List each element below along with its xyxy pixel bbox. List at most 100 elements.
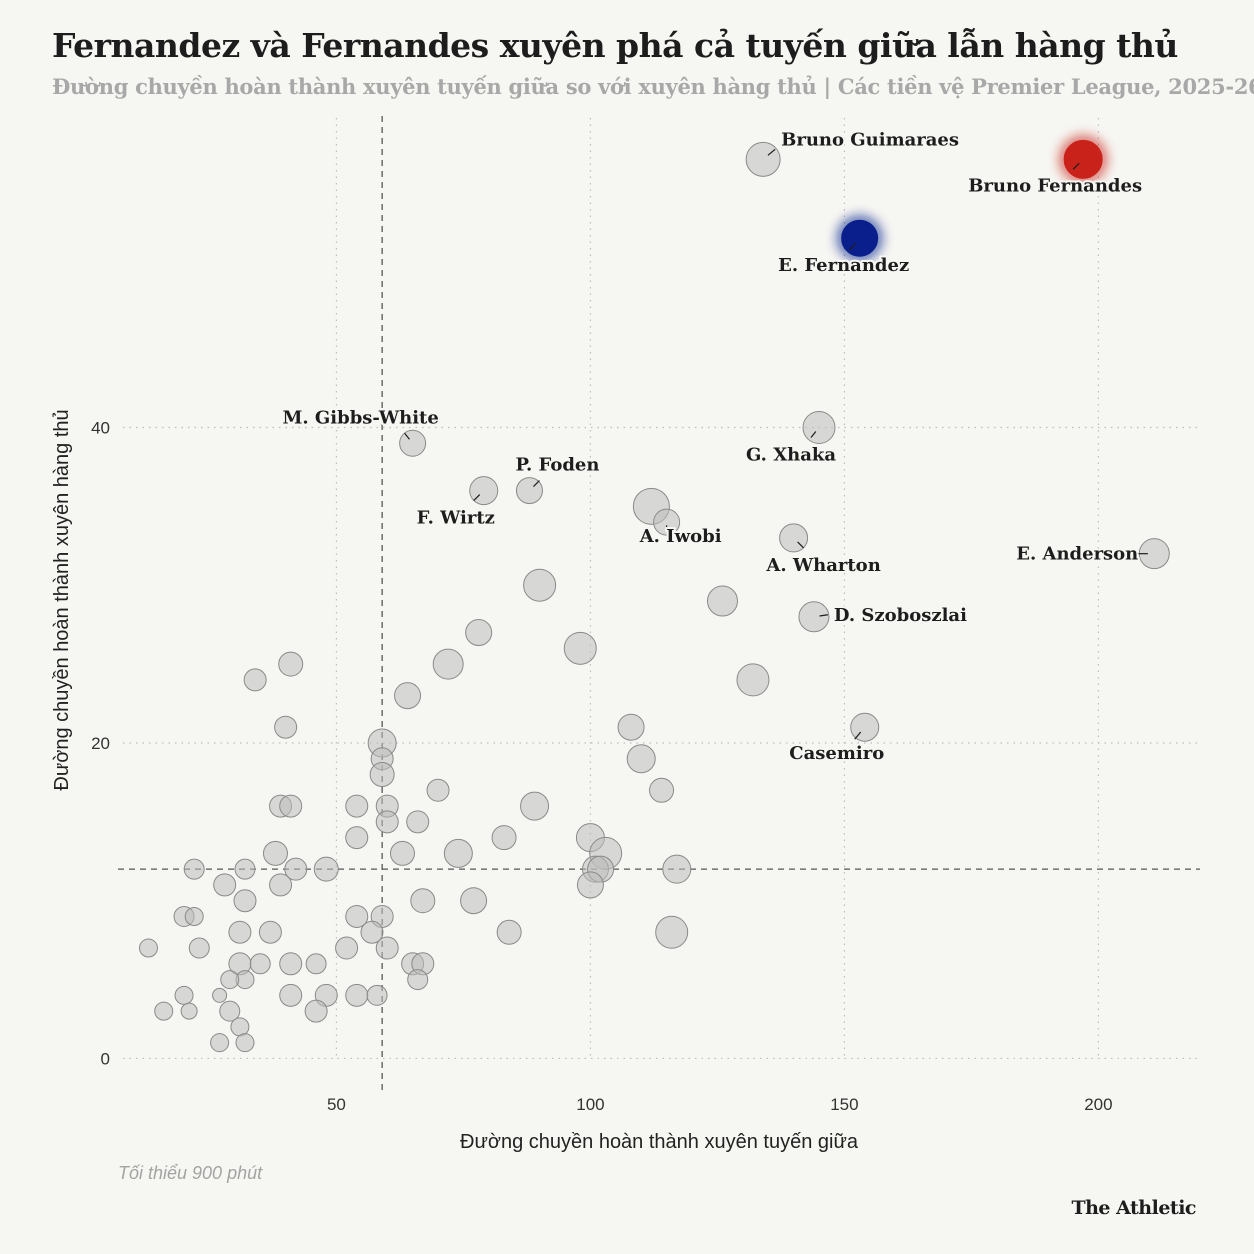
scatter-point: [576, 871, 604, 899]
point-label: E. Anderson: [1016, 544, 1138, 565]
scatter-point: [210, 1033, 230, 1053]
scatter-point: [410, 888, 436, 914]
y-axis-label: Đường chuyền hoàn thành xuyên hàng thủ: [51, 409, 73, 790]
labeled-point: [802, 410, 836, 444]
scatter-point: [304, 999, 328, 1023]
x-tick-label: 50: [327, 1095, 346, 1114]
x-tick-label: 100: [576, 1095, 604, 1114]
x-tick-label: 200: [1084, 1095, 1112, 1114]
scatter-point: [394, 682, 422, 710]
scatter-point: [279, 952, 303, 976]
label-leader: [810, 431, 817, 438]
scatter-point: [219, 1000, 241, 1022]
scatter-point: [274, 715, 298, 739]
scatter-point: [655, 915, 689, 949]
scatter-point: [345, 794, 369, 818]
scatter-point: [491, 825, 517, 851]
scatter-point: [228, 920, 252, 944]
scatter-point: [662, 854, 692, 884]
point-labels: Bruno Guimaraes Bruno Fernandes E. Fernand…: [280, 127, 1144, 766]
scatter-point: [649, 777, 675, 803]
point-label: G. Xhaka: [746, 444, 836, 465]
data-points: [138, 134, 1170, 1053]
scatter-point: [335, 936, 359, 960]
scatter-point: [626, 744, 656, 774]
scatter-point: [706, 585, 738, 617]
highlight-point: [841, 219, 879, 257]
label-leader: [767, 148, 776, 156]
chart-subtitle: Đường chuyền hoàn thành xuyên tuyến giữa…: [52, 74, 1254, 99]
scatter-point: [184, 906, 204, 926]
label-leader: [797, 541, 805, 549]
scatter-point: [426, 778, 450, 802]
scatter-point: [407, 969, 429, 991]
scatter-point: [617, 713, 645, 741]
label-leader: [854, 731, 862, 740]
scatter-point: [375, 936, 399, 960]
scatter-point: [262, 840, 288, 866]
scatter-point: [278, 651, 304, 677]
scatter-point: [313, 856, 339, 882]
scatter-point: [360, 920, 384, 944]
reference-lines: [118, 116, 1200, 1090]
scatter-point: [174, 985, 194, 1005]
scatter-point: [279, 983, 303, 1007]
scatter-point: [269, 873, 293, 897]
scatter-point: [496, 919, 522, 945]
scatter-point: [235, 1033, 255, 1053]
scatter-point: [220, 970, 240, 990]
scatter-point: [345, 826, 369, 850]
labeled-point: [798, 601, 830, 633]
scatter-point: [243, 668, 267, 692]
point-label: E. Fernandez: [778, 255, 909, 276]
labeled-point: [745, 141, 781, 177]
scatter-point: [345, 983, 369, 1007]
highlight-point: [1063, 139, 1103, 179]
scatter-point: [460, 887, 488, 915]
point-label: D. Szoboszlai: [834, 605, 967, 626]
scatter-point: [375, 810, 399, 834]
labeled-point: [653, 508, 681, 536]
scatter-point: [345, 904, 369, 928]
scatter-point: [183, 858, 205, 880]
labeled-point: [399, 429, 427, 457]
labeled-point: [850, 712, 880, 742]
scatter-point: [213, 873, 237, 897]
scatter-point: [279, 794, 303, 818]
footnote: Tối thiểu 900 phút: [118, 1163, 263, 1183]
label-leader: [473, 494, 481, 502]
scatter-point: [138, 938, 158, 958]
scatter-point: [233, 889, 257, 913]
scatter-point: [523, 568, 557, 602]
x-tick-label: 150: [830, 1095, 858, 1114]
brand-logo-text: The Athletic: [1071, 1197, 1196, 1219]
label-leader: [849, 242, 857, 251]
point-label: A. Iwobi: [639, 526, 722, 547]
scatter-point: [432, 648, 464, 680]
axis-ticks: 50 100 150 200 0 20 40: [91, 418, 1113, 1114]
point-label: Bruno Guimaraes: [781, 129, 959, 150]
label-leader: [533, 480, 540, 488]
label-leader: [404, 432, 410, 440]
scatter-point: [443, 838, 473, 868]
scatter-point: [465, 619, 493, 647]
label-leaders: [404, 148, 1148, 740]
x-axis-label: Đường chuyền hoàn thành xuyên tuyến giữa: [460, 1131, 859, 1153]
point-label: Casemiro: [789, 743, 884, 764]
y-tick-label: 20: [91, 734, 110, 753]
label-leader: [1072, 162, 1080, 170]
scatter-point: [212, 987, 228, 1003]
point-label: Bruno Fernandes: [968, 175, 1142, 196]
scatter-point: [154, 1001, 174, 1021]
y-tick-label: 40: [91, 418, 110, 437]
scatter-point: [249, 953, 271, 975]
scatter-point: [389, 840, 415, 866]
scatter-point: [369, 762, 395, 788]
chart-title: Fernandez và Fernandes xuyên phá cả tuyế…: [52, 26, 1178, 65]
scatter-point: [188, 937, 210, 959]
scatter-point: [284, 857, 308, 881]
scatter-point: [305, 953, 327, 975]
scatter-point: [366, 984, 388, 1006]
scatter-point: [180, 1002, 198, 1020]
